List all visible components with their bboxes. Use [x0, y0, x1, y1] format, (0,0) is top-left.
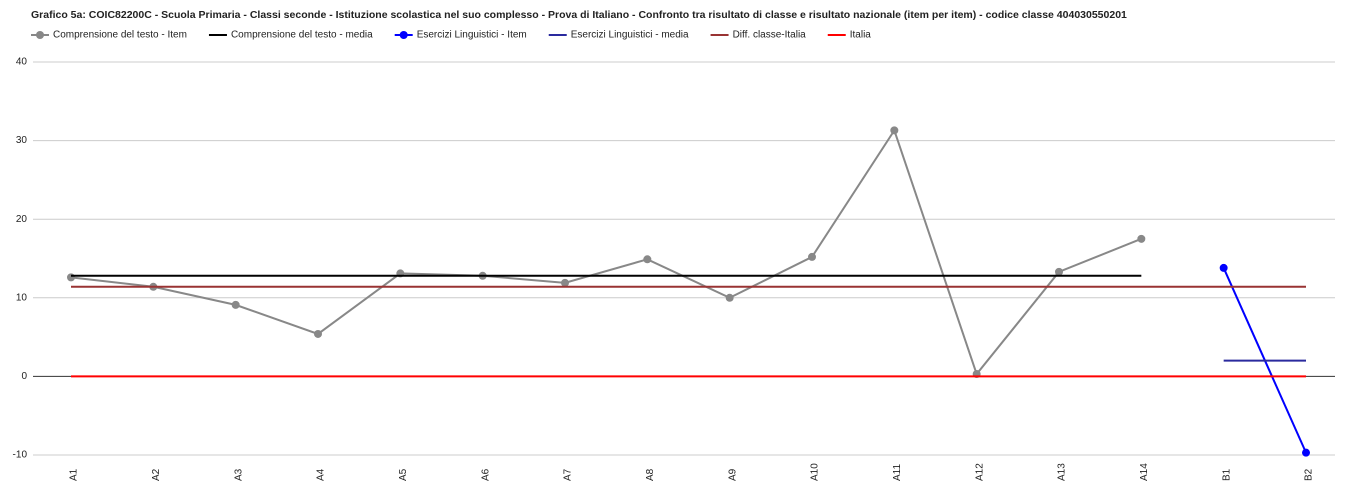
- series-line: [70, 128, 1142, 377]
- x-tick-label: A2: [151, 468, 162, 481]
- x-tick-label: B2: [1304, 468, 1315, 481]
- legend-label: Diff. classe-Italia: [733, 30, 807, 41]
- x-tick-label: A10: [810, 463, 821, 481]
- legend-marker: [36, 31, 44, 39]
- x-tick-label: A7: [563, 468, 574, 481]
- legend-label: Italia: [850, 30, 872, 41]
- y-tick-label: 30: [16, 135, 28, 146]
- x-tick-label: A3: [233, 468, 244, 481]
- y-tick-label: 0: [21, 371, 27, 382]
- x-tick-label: A14: [1139, 463, 1150, 481]
- point: [314, 329, 322, 338]
- x-tick-label: A4: [316, 468, 327, 481]
- x-tick-label: A5: [398, 468, 409, 481]
- x-tick-label: A1: [69, 468, 80, 481]
- legend-label: Comprensione del testo - Item: [53, 30, 187, 41]
- point: [1137, 234, 1146, 243]
- x-tick-label: A9: [727, 468, 738, 481]
- point: [643, 255, 652, 264]
- x-tick-label: A8: [645, 468, 656, 481]
- x-tick-label: A13: [1057, 463, 1068, 481]
- legend-label: Comprensione del testo - media: [231, 30, 373, 41]
- x-tick-label: A12: [974, 463, 985, 481]
- point: [561, 278, 569, 287]
- y-tick-label: -10: [13, 450, 28, 461]
- point: [67, 273, 75, 282]
- point: [890, 126, 899, 135]
- point: [1302, 448, 1310, 457]
- legend-marker: [399, 31, 408, 39]
- chart-title: Grafico 5a: COIC82200C - Scuola Primaria…: [31, 9, 1127, 21]
- point: [1219, 263, 1228, 272]
- point: [231, 300, 240, 309]
- y-tick-label: 20: [16, 214, 28, 225]
- y-tick-label: 40: [16, 57, 28, 68]
- point: [1055, 267, 1063, 276]
- x-tick-label: A6: [480, 468, 491, 481]
- point: [808, 252, 816, 261]
- x-tick-label: B1: [1221, 468, 1232, 481]
- point: [725, 293, 734, 302]
- legend-label: Esercizi Linguistici - Item: [417, 30, 527, 41]
- y-tick-label: 10: [16, 292, 28, 303]
- x-tick-label: A11: [892, 464, 903, 481]
- legend-label: Esercizi Linguistici - media: [571, 30, 689, 41]
